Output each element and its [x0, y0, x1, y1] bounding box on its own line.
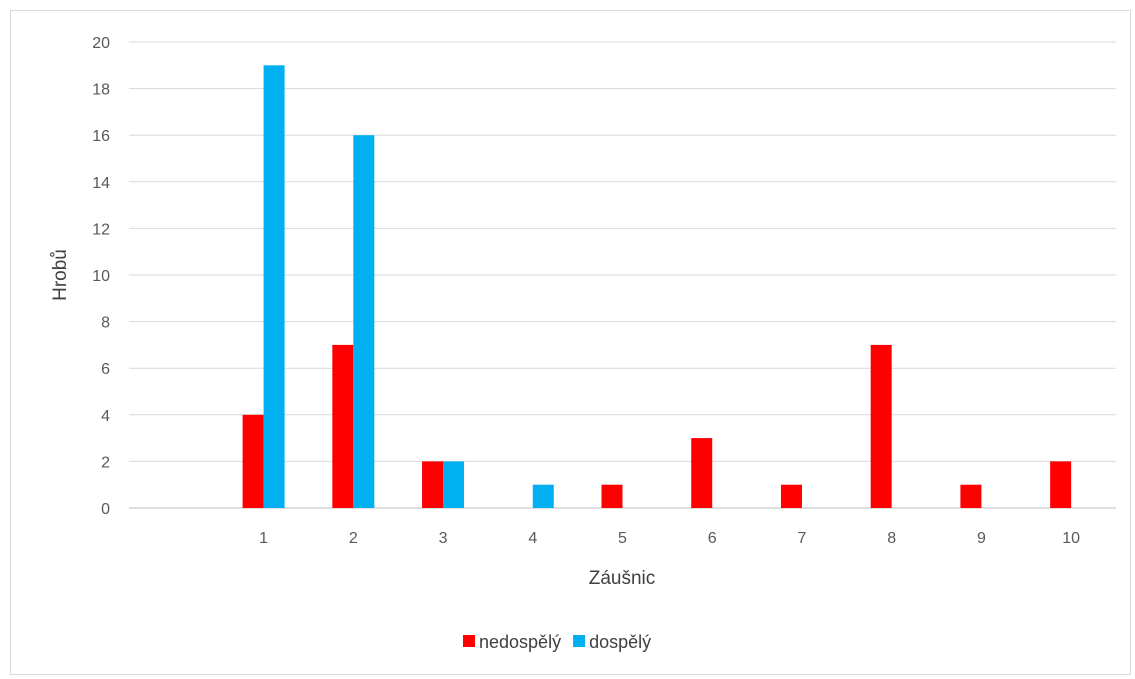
y-tick-label: 20: [92, 35, 110, 52]
bar-nedospely: [960, 484, 982, 508]
gridlines: [129, 41, 1116, 509]
bar-nedospely: [332, 344, 354, 508]
y-axis-ticks: 0 2 4 6 8 10 12 14 16 18 20: [92, 35, 110, 518]
y-tick-label: 6: [101, 361, 110, 378]
chart-frame: [10, 10, 1131, 675]
legend-label: nedospělý: [479, 632, 561, 652]
bar-nedospely: [422, 461, 444, 508]
x-tick-label: 5: [618, 530, 627, 547]
x-tick-label: 4: [528, 530, 537, 547]
legend-label: dospělý: [589, 632, 651, 652]
y-tick-label: 0: [101, 501, 110, 518]
x-tick-label: 3: [439, 530, 448, 547]
y-tick-label: 16: [92, 128, 110, 145]
bar-dospely: [532, 484, 554, 508]
bar-dospely: [443, 461, 465, 508]
bar-nedospely: [601, 484, 623, 508]
y-tick-label: 10: [92, 268, 110, 285]
legend-swatch: [463, 635, 475, 647]
y-tick-label: 2: [101, 454, 110, 471]
y-tick-label: 12: [92, 221, 110, 238]
y-axis-title: Hrobů: [50, 249, 71, 301]
bar-nedospely: [870, 344, 892, 508]
x-tick-label: 1: [259, 530, 268, 547]
y-tick-label: 4: [101, 408, 110, 425]
x-tick-label: 6: [708, 530, 717, 547]
x-axis-title: Záušnic: [589, 568, 656, 589]
x-tick-label: 7: [798, 530, 807, 547]
x-axis-ticks: 1 2 3 4 5 6 7 8 9 10: [259, 530, 1080, 547]
legend-swatch: [573, 635, 586, 647]
bar-nedospely: [1050, 461, 1072, 508]
legend: nedospělý dospělý: [463, 632, 651, 652]
x-tick-label: 8: [887, 530, 896, 547]
y-tick-label: 18: [92, 82, 110, 99]
bars: [242, 65, 1072, 509]
bar-nedospely: [780, 484, 802, 508]
x-tick-label: 2: [349, 530, 358, 547]
bar-dospely: [353, 135, 375, 508]
y-tick-label: 8: [101, 315, 110, 332]
y-tick-label: 14: [92, 175, 110, 192]
bar-dospely: [263, 65, 285, 509]
bar-nedospely: [691, 438, 713, 508]
x-tick-label: 9: [977, 530, 986, 547]
x-tick-label: 10: [1062, 530, 1080, 547]
bar-nedospely: [242, 414, 264, 508]
